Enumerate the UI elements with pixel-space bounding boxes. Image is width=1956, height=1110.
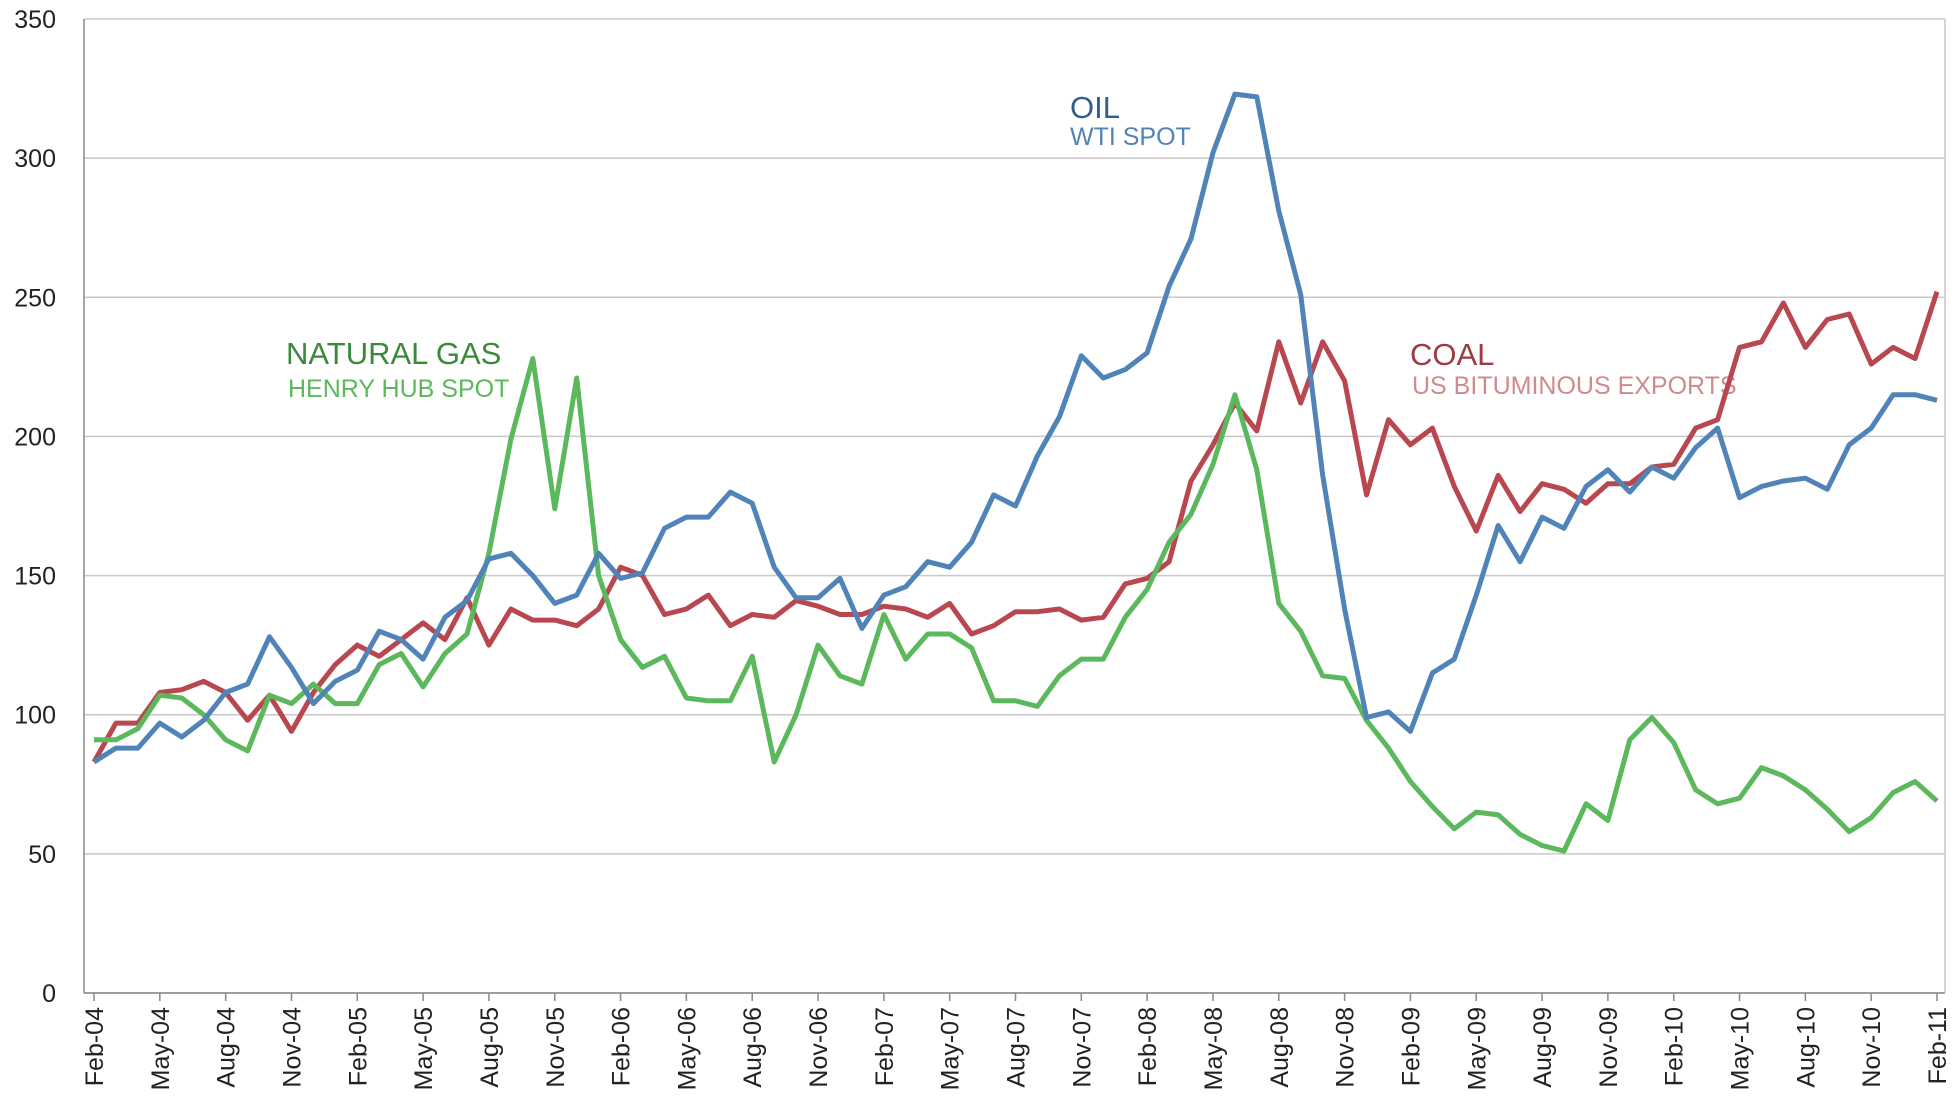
- x-tick-label: Nov-10: [1858, 1007, 1886, 1088]
- x-tick-label: Feb-09: [1397, 1007, 1425, 1086]
- y-tick-label: 100: [14, 702, 56, 730]
- x-tick-label: Feb-05: [344, 1007, 372, 1086]
- x-tick-label: Aug-09: [1529, 1007, 1557, 1088]
- x-tick-label: Aug-08: [1266, 1007, 1294, 1088]
- x-tick-label: Nov-08: [1332, 1007, 1360, 1088]
- y-tick-label: 50: [28, 841, 56, 869]
- y-tick-label: 200: [14, 423, 56, 451]
- gas-label: NATURAL GAS: [286, 336, 501, 371]
- x-tick-label: May-08: [1200, 1007, 1228, 1090]
- coal-sublabel: US BITUMINOUS EXPORTS: [1412, 372, 1737, 400]
- oil-sublabel: WTI SPOT: [1070, 123, 1191, 151]
- x-tick-label: Aug-05: [476, 1007, 504, 1088]
- x-tick-label: Feb-11: [1924, 1007, 1952, 1084]
- x-tick-label: May-09: [1463, 1007, 1491, 1090]
- x-tick-label: Nov-05: [542, 1007, 570, 1088]
- oil-label: OIL: [1070, 90, 1120, 125]
- x-tick-label: Feb-08: [1134, 1007, 1162, 1086]
- y-tick-label: 300: [14, 145, 56, 173]
- x-tick-label: Feb-10: [1661, 1007, 1689, 1086]
- x-tick-label: Feb-06: [608, 1007, 636, 1086]
- y-tick-label: 0: [42, 980, 56, 1008]
- series-line: [94, 356, 1939, 854]
- x-tick-label: Aug-10: [1792, 1007, 1820, 1088]
- x-tick-label: May-05: [410, 1007, 438, 1090]
- series-line: [92, 91, 1938, 765]
- x-tick-label: Aug-04: [213, 1007, 241, 1088]
- x-tick-label: Nov-07: [1068, 1007, 1096, 1088]
- x-tick-label: Feb-07: [871, 1007, 899, 1086]
- coal-label: COAL: [1410, 337, 1494, 372]
- x-tick-label: Feb-04: [81, 1007, 109, 1086]
- x-tick-label: Aug-07: [1003, 1007, 1031, 1088]
- x-tick-label: Nov-04: [278, 1007, 306, 1088]
- x-tick-label: Aug-06: [739, 1007, 767, 1088]
- x-tick-label: Nov-06: [805, 1007, 833, 1088]
- x-tick-label: May-04: [147, 1007, 175, 1090]
- x-tick-label: May-10: [1727, 1007, 1755, 1090]
- x-tick-label: Nov-09: [1595, 1007, 1623, 1088]
- gas-sublabel: HENRY HUB SPOT: [288, 375, 509, 403]
- y-tick-label: 350: [14, 6, 56, 34]
- y-tick-label: 150: [14, 563, 56, 591]
- x-tick-label: May-06: [673, 1007, 701, 1090]
- x-tick-label: May-07: [937, 1007, 965, 1090]
- y-tick-label: 250: [14, 284, 56, 312]
